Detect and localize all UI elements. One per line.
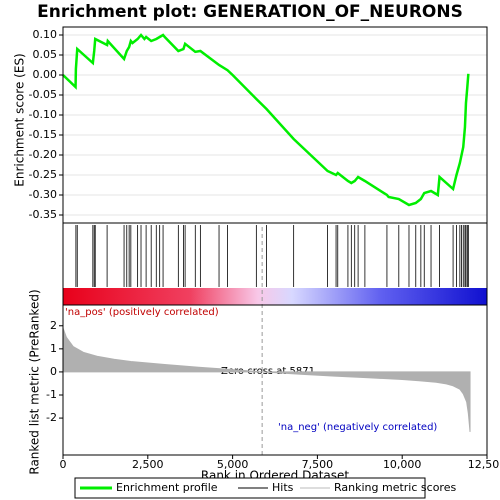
chart-title: Enrichment plot: GENERATION_OF_NEURONS (37, 2, 463, 22)
x-tick-label: 5,000 (217, 458, 249, 471)
legend-label: Enrichment profile (116, 481, 218, 494)
color-bar (63, 288, 487, 305)
x-tick-label: 0 (60, 458, 67, 471)
annotation: 'na_neg' (negatively correlated) (278, 422, 437, 433)
y-tick-label: 0.10 (33, 28, 58, 41)
legend-label: Hits (272, 481, 294, 494)
annotation: 'na_pos' (positively correlated) (65, 307, 219, 318)
x-tick-label: 7,500 (302, 458, 334, 471)
y-tick-label: 0 (50, 365, 57, 378)
y-tick-label: 1 (50, 342, 57, 355)
y-axis-label: Enrichment score (ES) (13, 53, 27, 186)
x-tick-label: 12,500 (468, 458, 500, 471)
y-tick-label: 2 (50, 319, 57, 332)
y-tick-label: -0.35 (29, 208, 57, 221)
y-tick-label: -1 (46, 388, 57, 401)
x-tick-label: 10,000 (383, 458, 422, 471)
y-tick-label: -0.10 (29, 108, 57, 121)
y-tick-label: -0.05 (29, 88, 57, 101)
y-tick-label: -2 (46, 411, 57, 424)
y-tick-label: -0.30 (29, 188, 57, 201)
y-axis-label: Ranked list metric (PreRanked) (28, 289, 42, 474)
legend-label: Ranking metric scores (334, 481, 456, 494)
x-tick-label: 2,500 (132, 458, 164, 471)
y-tick-label: -0.15 (29, 128, 57, 141)
y-tick-label: 0.00 (33, 68, 58, 81)
plot-frame (62, 304, 488, 456)
y-tick-label: 0.05 (33, 48, 58, 61)
es-line (62, 33, 470, 207)
y-tick-label: -0.25 (29, 168, 57, 181)
y-tick-label: -0.20 (29, 148, 57, 161)
metric-area (62, 327, 471, 432)
